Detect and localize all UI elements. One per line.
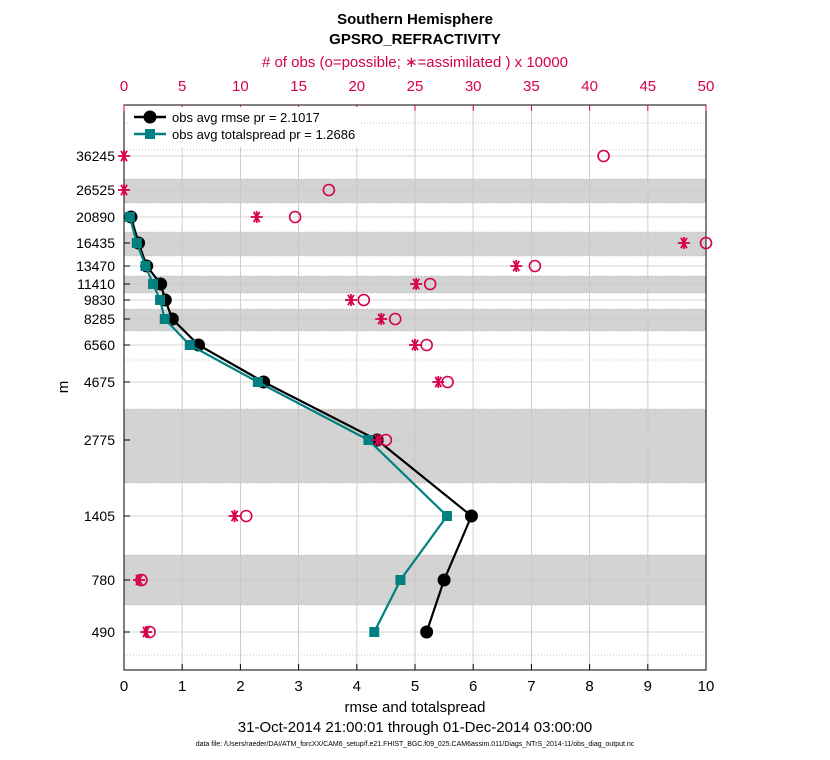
- obs-possible-marker: [388, 312, 402, 326]
- top-tick-label: 40: [581, 78, 598, 95]
- top-tick-label: 30: [465, 78, 482, 95]
- obs-assimilated-marker: [250, 211, 263, 223]
- y-axis-label: m: [55, 381, 72, 394]
- rmse-point: [437, 573, 451, 587]
- spread-point: [159, 314, 170, 324]
- spread-point: [369, 627, 380, 637]
- rmse-point: [420, 625, 434, 639]
- y-tick-label: 8285: [84, 311, 115, 327]
- x-tick-label: 5: [411, 678, 419, 695]
- legend-rmse-marker: [143, 110, 157, 124]
- spread-point: [131, 238, 142, 248]
- obs-possible-marker: [699, 236, 713, 250]
- y-tick-label: 6560: [84, 337, 115, 353]
- chart-subtitle: GPSRO_REFRACTIVITY: [329, 31, 501, 48]
- top-tick-label: 10: [232, 78, 249, 95]
- rmse-point: [464, 509, 478, 523]
- axis-ticks-layer: 0 1 2 3 4 5 6 7 8 9 100 5 10 15 20 25 30 35 40 45 5036245265…: [76, 78, 714, 695]
- legend: obs avg rmse pr = 2.1017 obs avg totalsp…: [128, 107, 360, 147]
- top-tick-label: 45: [639, 78, 656, 95]
- obs-assimilated-marker: [344, 294, 357, 306]
- obs-assimilated-marker: [677, 237, 690, 249]
- legend-spread-label: obs avg totalspread pr = 1.2686: [172, 127, 355, 142]
- obs-assimilated-marker: [118, 184, 130, 196]
- y-tick-label: 2775: [84, 432, 115, 448]
- obs-assimilated-marker: [140, 626, 153, 638]
- obs-possible-marker: [420, 338, 433, 352]
- obs-assimilated-marker: [410, 278, 423, 290]
- obs-assimilated-marker: [432, 376, 445, 388]
- x-axis-label: rmse and totalspread: [345, 699, 486, 716]
- y-tick-label: 36245: [76, 148, 115, 164]
- x-tick-label: 1: [178, 678, 186, 695]
- date-range-label: 31-Oct-2014 21:00:01 through 01-Dec-2014…: [238, 719, 592, 736]
- obs-possible-marker: [357, 293, 371, 307]
- top-axis-label: # of obs (o=possible; ∗=assimilated ) x …: [262, 54, 568, 71]
- obs-count-layer: [118, 149, 713, 639]
- x-tick-label: 9: [644, 678, 652, 695]
- x-tick-label: 8: [585, 678, 593, 695]
- spread-point: [442, 511, 453, 521]
- obs-assimilated-marker: [228, 510, 241, 522]
- spread-point: [395, 575, 406, 585]
- obs-assimilated-marker: [510, 260, 523, 272]
- spread-point: [155, 295, 166, 305]
- y-tick-label: 9830: [84, 292, 115, 308]
- obs-assimilated-marker: [371, 434, 384, 446]
- obs-assimilated-marker: [409, 339, 421, 351]
- spread-point: [184, 340, 195, 350]
- spread-point: [363, 435, 374, 445]
- data-file-footnote: data file: /Users/raeder/DAI/ATM_forcXX/…: [196, 741, 635, 748]
- chart-title: Southern Hemisphere: [337, 11, 493, 28]
- legend-spread-marker: [145, 129, 155, 139]
- obs-possible-marker: [322, 183, 336, 197]
- series-layer: [124, 210, 478, 639]
- obs-possible-marker: [423, 277, 437, 291]
- y-tick-label: 490: [92, 624, 116, 640]
- legend-box: [128, 107, 360, 147]
- y-tick-label: 16435: [76, 235, 115, 251]
- x-tick-label: 7: [527, 678, 535, 695]
- top-tick-label: 0: [120, 78, 128, 95]
- x-tick-label: 2: [236, 678, 244, 695]
- obs-assimilated-marker: [118, 150, 130, 162]
- y-tick-label: 26525: [76, 182, 115, 198]
- top-tick-label: 20: [348, 78, 365, 95]
- legend-rmse-label: obs avg rmse pr = 2.1017: [172, 110, 320, 125]
- y-tick-label: 780: [92, 572, 116, 588]
- spread-point: [252, 377, 263, 387]
- obs-assimilated-marker: [133, 574, 146, 586]
- obs-possible-marker: [239, 509, 253, 523]
- spread-point: [124, 212, 135, 222]
- y-tick-label: 20890: [76, 209, 115, 225]
- y-tick-label: 11410: [77, 276, 115, 292]
- x-tick-label: 0: [120, 678, 128, 695]
- top-tick-label: 5: [178, 78, 186, 95]
- y-tick-label: 1405: [84, 508, 115, 524]
- top-tick-label: 25: [407, 78, 424, 95]
- y-tick-label: 4675: [84, 374, 115, 390]
- spread-point: [148, 279, 159, 289]
- x-tick-label: 10: [698, 678, 715, 695]
- obs-possible-marker: [288, 210, 302, 224]
- top-tick-label: 35: [523, 78, 540, 95]
- x-tick-label: 6: [469, 678, 477, 695]
- x-tick-label: 4: [353, 678, 361, 695]
- obs-possible-marker: [528, 259, 542, 273]
- spread-point: [140, 261, 151, 271]
- top-tick-label: 50: [698, 78, 715, 95]
- obs-assimilated-marker: [375, 313, 388, 325]
- x-tick-label: 3: [294, 678, 302, 695]
- y-tick-label: 13470: [76, 258, 115, 274]
- obs-possible-marker: [597, 149, 610, 163]
- top-tick-label: 15: [290, 78, 307, 95]
